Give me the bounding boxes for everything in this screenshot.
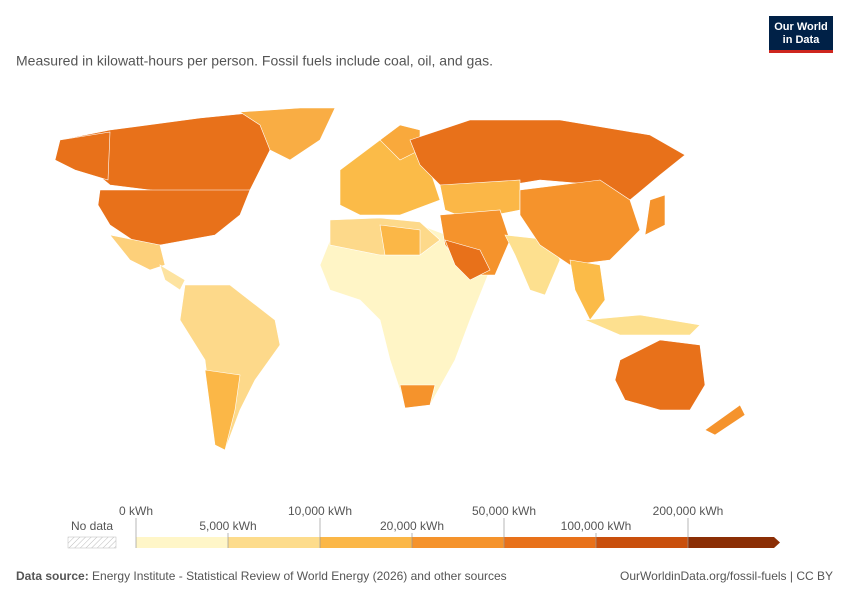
south-america [179,284,281,451]
australia [614,339,706,411]
alaska [54,131,111,181]
mexico [109,234,166,271]
south-africa [399,384,436,409]
japan [644,194,666,236]
central-america [159,264,186,291]
china [519,179,641,266]
legend-swatch [504,537,596,548]
legend-label: 50,000 kWh [472,504,536,518]
new-zealand [704,404,746,436]
subtitle: Measured in kilowatt-hours per person. F… [16,53,493,69]
no-data-swatch [67,536,117,549]
logo-box [769,16,833,50]
legend-swatch [228,537,320,548]
canada [59,111,301,196]
source-label: Data source: [16,569,89,583]
legend-swatch [688,537,780,548]
legend-swatch [136,537,228,548]
footer-source: Data source: Energy Institute - Statisti… [16,569,507,583]
legend-label: 20,000 kWh [380,519,444,533]
legend-label: 100,000 kWh [561,519,632,533]
legend-swatch [412,537,504,548]
legend-label: 5,000 kWh [199,519,256,533]
no-data-label: No data [71,519,113,533]
argentina-chile [204,369,241,451]
legend: No data 0 kWh 5,000 kWh 10,000 kWh 20,000 k… [67,504,780,549]
footer-url: OurWorldinData.org/fossil-fuels | CC BY [620,569,833,583]
logo: Our World in Data [769,16,833,53]
legend-label: 200,000 kWh [653,504,724,518]
indonesia [584,314,701,336]
logo-text: Our World [774,21,828,33]
legend-swatch [596,537,688,548]
africa [319,219,491,406]
libya [379,224,421,256]
greenland [239,107,336,161]
southeast-asia [569,259,606,321]
legend-swatch [320,537,412,548]
logo-underline [769,50,833,53]
legend-label: 0 kWh [119,504,153,518]
legend-label: 10,000 kWh [288,504,352,518]
logo-text: in Data [783,34,821,46]
world-map [54,107,746,451]
saudi-arabia [444,239,491,281]
united-states [97,189,251,246]
source-text: Energy Institute - Statistical Review of… [92,569,507,583]
